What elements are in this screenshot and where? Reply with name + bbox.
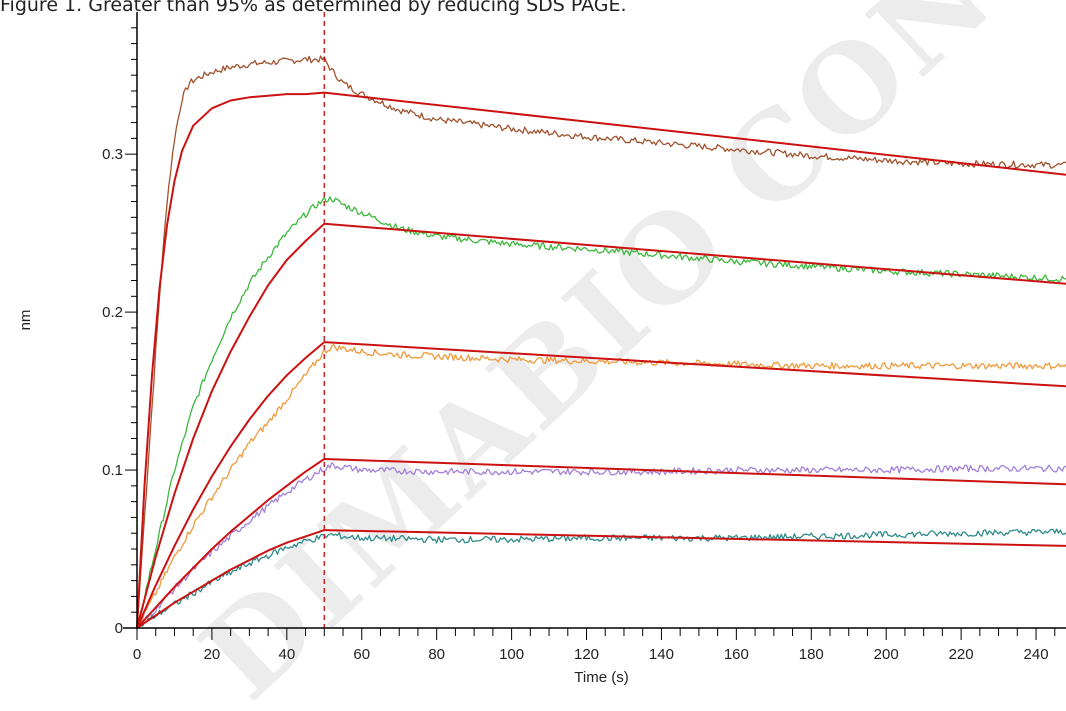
x-tick-label: 120: [574, 646, 599, 663]
measured-trace: [136, 462, 1066, 629]
x-axis-title: Time (s): [574, 669, 628, 686]
x-tick-label: 220: [949, 646, 974, 663]
fit-curve: [136, 529, 1066, 629]
axes: 0 0.1 0.2 0.3 0 20 40 60 80 100 120 140 160 180 200 220…: [102, 12, 1066, 663]
x-tick-label: 200: [874, 646, 899, 663]
y-tick-label: 0.1: [102, 462, 123, 479]
fit-curve: [136, 91, 1066, 629]
x-tick-label: 20: [204, 646, 221, 663]
x-tick-label: 240: [1024, 646, 1049, 663]
fit-curve: [136, 341, 1066, 629]
y-tick-label: 0.3: [102, 146, 123, 163]
x-tick-label: 180: [799, 646, 824, 663]
y-tick-label: 0: [115, 620, 123, 637]
x-tick-label: 160: [724, 646, 749, 663]
x-tick-label: 80: [428, 646, 445, 663]
figure-caption: Figure 1. Greater than 95% as determined…: [0, 0, 627, 16]
y-tick-label: 0.2: [102, 304, 123, 321]
x-tick-label: 140: [649, 646, 674, 663]
x-tick-label: 100: [499, 646, 524, 663]
series-layer: [136, 55, 1066, 629]
measured-trace: [136, 196, 1066, 629]
x-tick-label: 40: [278, 646, 295, 663]
x-tick-label: 60: [353, 646, 370, 663]
y-axis-title: nm: [17, 310, 34, 331]
measured-trace: [136, 528, 1066, 629]
x-tick-label: 0: [133, 646, 141, 663]
fit-curve: [136, 458, 1066, 629]
measured-trace: [136, 343, 1066, 629]
fit-curve: [136, 222, 1066, 629]
measured-trace: [136, 55, 1066, 629]
